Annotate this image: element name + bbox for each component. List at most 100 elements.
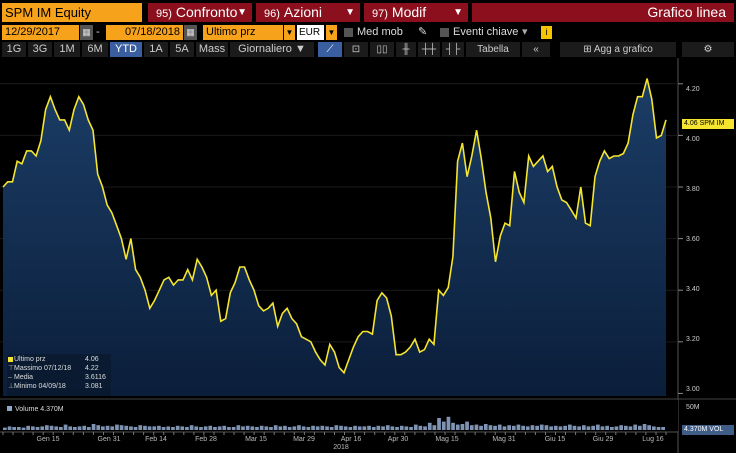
- period-1a[interactable]: 1A: [144, 42, 168, 57]
- volume-bar: [171, 427, 175, 430]
- x-tick-label: Feb 28: [195, 436, 217, 443]
- tab-modif[interactable]: 97) Modif ▼: [364, 3, 468, 22]
- volume-bar: [180, 426, 185, 430]
- candlestick-icon[interactable]: ▯▯: [370, 42, 394, 57]
- tab-confronto[interactable]: 95) Confronto ▼: [148, 3, 252, 22]
- hl-bar-icon[interactable]: ┼┼: [418, 42, 440, 57]
- volume-bar: [143, 425, 147, 430]
- period-1m[interactable]: 1M: [54, 42, 80, 57]
- gear-icon[interactable]: ⚙: [682, 42, 734, 57]
- period-3g[interactable]: 3G: [28, 42, 52, 57]
- period-5a[interactable]: 5A: [170, 42, 194, 57]
- volume-bar: [539, 424, 544, 430]
- period-ytd[interactable]: YTD: [110, 42, 142, 57]
- legend-value: 4.22: [85, 365, 99, 372]
- ohlc-icon[interactable]: ⊡: [344, 42, 368, 57]
- date-range-dash: -: [96, 26, 100, 38]
- last-volume-badge: 4.370M VOL: [682, 425, 734, 435]
- med-mob-checkbox[interactable]: [344, 28, 353, 37]
- tab-azioni[interactable]: 96) Azioni ▼: [256, 3, 360, 22]
- end-date-field[interactable]: 07/18/2018: [106, 25, 183, 40]
- security-ticker-field[interactable]: SPM IM Equity: [2, 3, 142, 22]
- tabella-button[interactable]: Tabella: [466, 42, 520, 57]
- volume-bar: [105, 425, 110, 430]
- frequency-select[interactable]: Giornaliero ▼: [230, 42, 314, 57]
- field-select[interactable]: Ultimo prz: [203, 25, 283, 40]
- x-tick-label: Mag 31: [492, 436, 516, 443]
- volume-bar: [610, 427, 614, 430]
- volume-bar: [624, 425, 628, 430]
- chevron-down-icon[interactable]: ▾: [522, 26, 528, 38]
- tab-number: 95): [156, 8, 172, 20]
- volume-bar: [460, 424, 465, 430]
- volume-bar: [166, 426, 171, 430]
- start-date-field[interactable]: 12/29/2017: [2, 25, 79, 40]
- volume-bar: [483, 424, 488, 430]
- volume-bar: [521, 425, 525, 430]
- add-to-chart-button[interactable]: ⊞ Agg a grafico: [560, 42, 676, 57]
- volume-bar: [502, 426, 507, 430]
- volume-bar: [138, 425, 143, 430]
- volume-bar: [493, 425, 497, 430]
- volume-bar: [7, 426, 12, 430]
- volume-bar: [497, 424, 502, 430]
- volume-bar: [217, 426, 222, 430]
- drawing-tools-icon[interactable]: ┤├: [442, 42, 464, 57]
- volume-bar: [516, 424, 521, 430]
- volume-bar: [59, 427, 63, 430]
- volume-bar: [605, 425, 609, 430]
- volume-bar: [423, 426, 427, 430]
- volume-bar: [642, 424, 647, 430]
- volume-bar: [544, 425, 549, 430]
- pencil-icon[interactable]: ✎: [418, 26, 428, 38]
- volume-bar: [535, 425, 539, 430]
- volume-bar: [26, 425, 30, 430]
- bar-chart-icon[interactable]: ╫: [396, 42, 416, 57]
- y-tick: 4.00: [686, 136, 700, 143]
- volume-bar: [110, 426, 115, 430]
- volume-bar: [427, 422, 432, 430]
- period-1g[interactable]: 1G: [2, 42, 26, 57]
- volume-bar: [12, 427, 16, 430]
- chevron-down-icon: ▼: [345, 7, 355, 18]
- x-tick-label: Gen 31: [97, 436, 121, 443]
- calendar-icon[interactable]: ▦: [80, 25, 93, 40]
- volume-bar: [474, 424, 479, 430]
- info-icon[interactable]: i: [541, 26, 552, 39]
- currency-select[interactable]: EUR: [297, 25, 324, 40]
- double-chevron-left-icon[interactable]: «: [522, 42, 550, 57]
- y-tick: 3.20: [686, 336, 700, 343]
- volume-bar: [264, 426, 269, 430]
- y-tick: 3.00: [686, 386, 700, 393]
- volume-bar: [600, 426, 605, 430]
- volume-bar: [115, 424, 119, 430]
- legend-key: Massimo 07/12/18: [14, 365, 72, 372]
- volume-bar: [455, 424, 460, 430]
- volume-bar: [334, 425, 339, 430]
- volume-bar: [87, 427, 91, 430]
- chevron-down-icon[interactable]: ▼: [284, 25, 295, 40]
- x-tick-label: Giu 15: [544, 436, 566, 443]
- line-chart-icon[interactable]: ⟋: [318, 42, 342, 57]
- add-to-chart-label: Agg a grafico: [593, 44, 653, 55]
- volume-bar: [390, 426, 395, 430]
- tab-label: Confronto: [175, 4, 238, 20]
- volume-bar: [91, 424, 96, 430]
- volume-bar: [329, 427, 334, 430]
- volume-bar: [413, 424, 418, 430]
- price-chart: Ultimo prz 4.06 ⊤ Massimo 07/12/18 4.22 …: [0, 58, 736, 453]
- volume-bar: [357, 426, 362, 430]
- period-6m[interactable]: 6M: [82, 42, 108, 57]
- volume-bar: [157, 425, 161, 430]
- calendar-icon[interactable]: ▦: [184, 25, 197, 40]
- volume-bar: [376, 425, 381, 430]
- volume-bar: [227, 427, 231, 430]
- volume-bar: [385, 425, 390, 430]
- eventi-checkbox[interactable]: [440, 28, 449, 37]
- volume-bar: [315, 426, 320, 430]
- eventi-chiave-label: Eventi chiave: [453, 26, 519, 38]
- tab-number: 96): [264, 8, 280, 20]
- volume-bar: [189, 425, 194, 430]
- chevron-down-icon[interactable]: ▼: [326, 25, 337, 40]
- period-mass[interactable]: Mass: [196, 42, 228, 57]
